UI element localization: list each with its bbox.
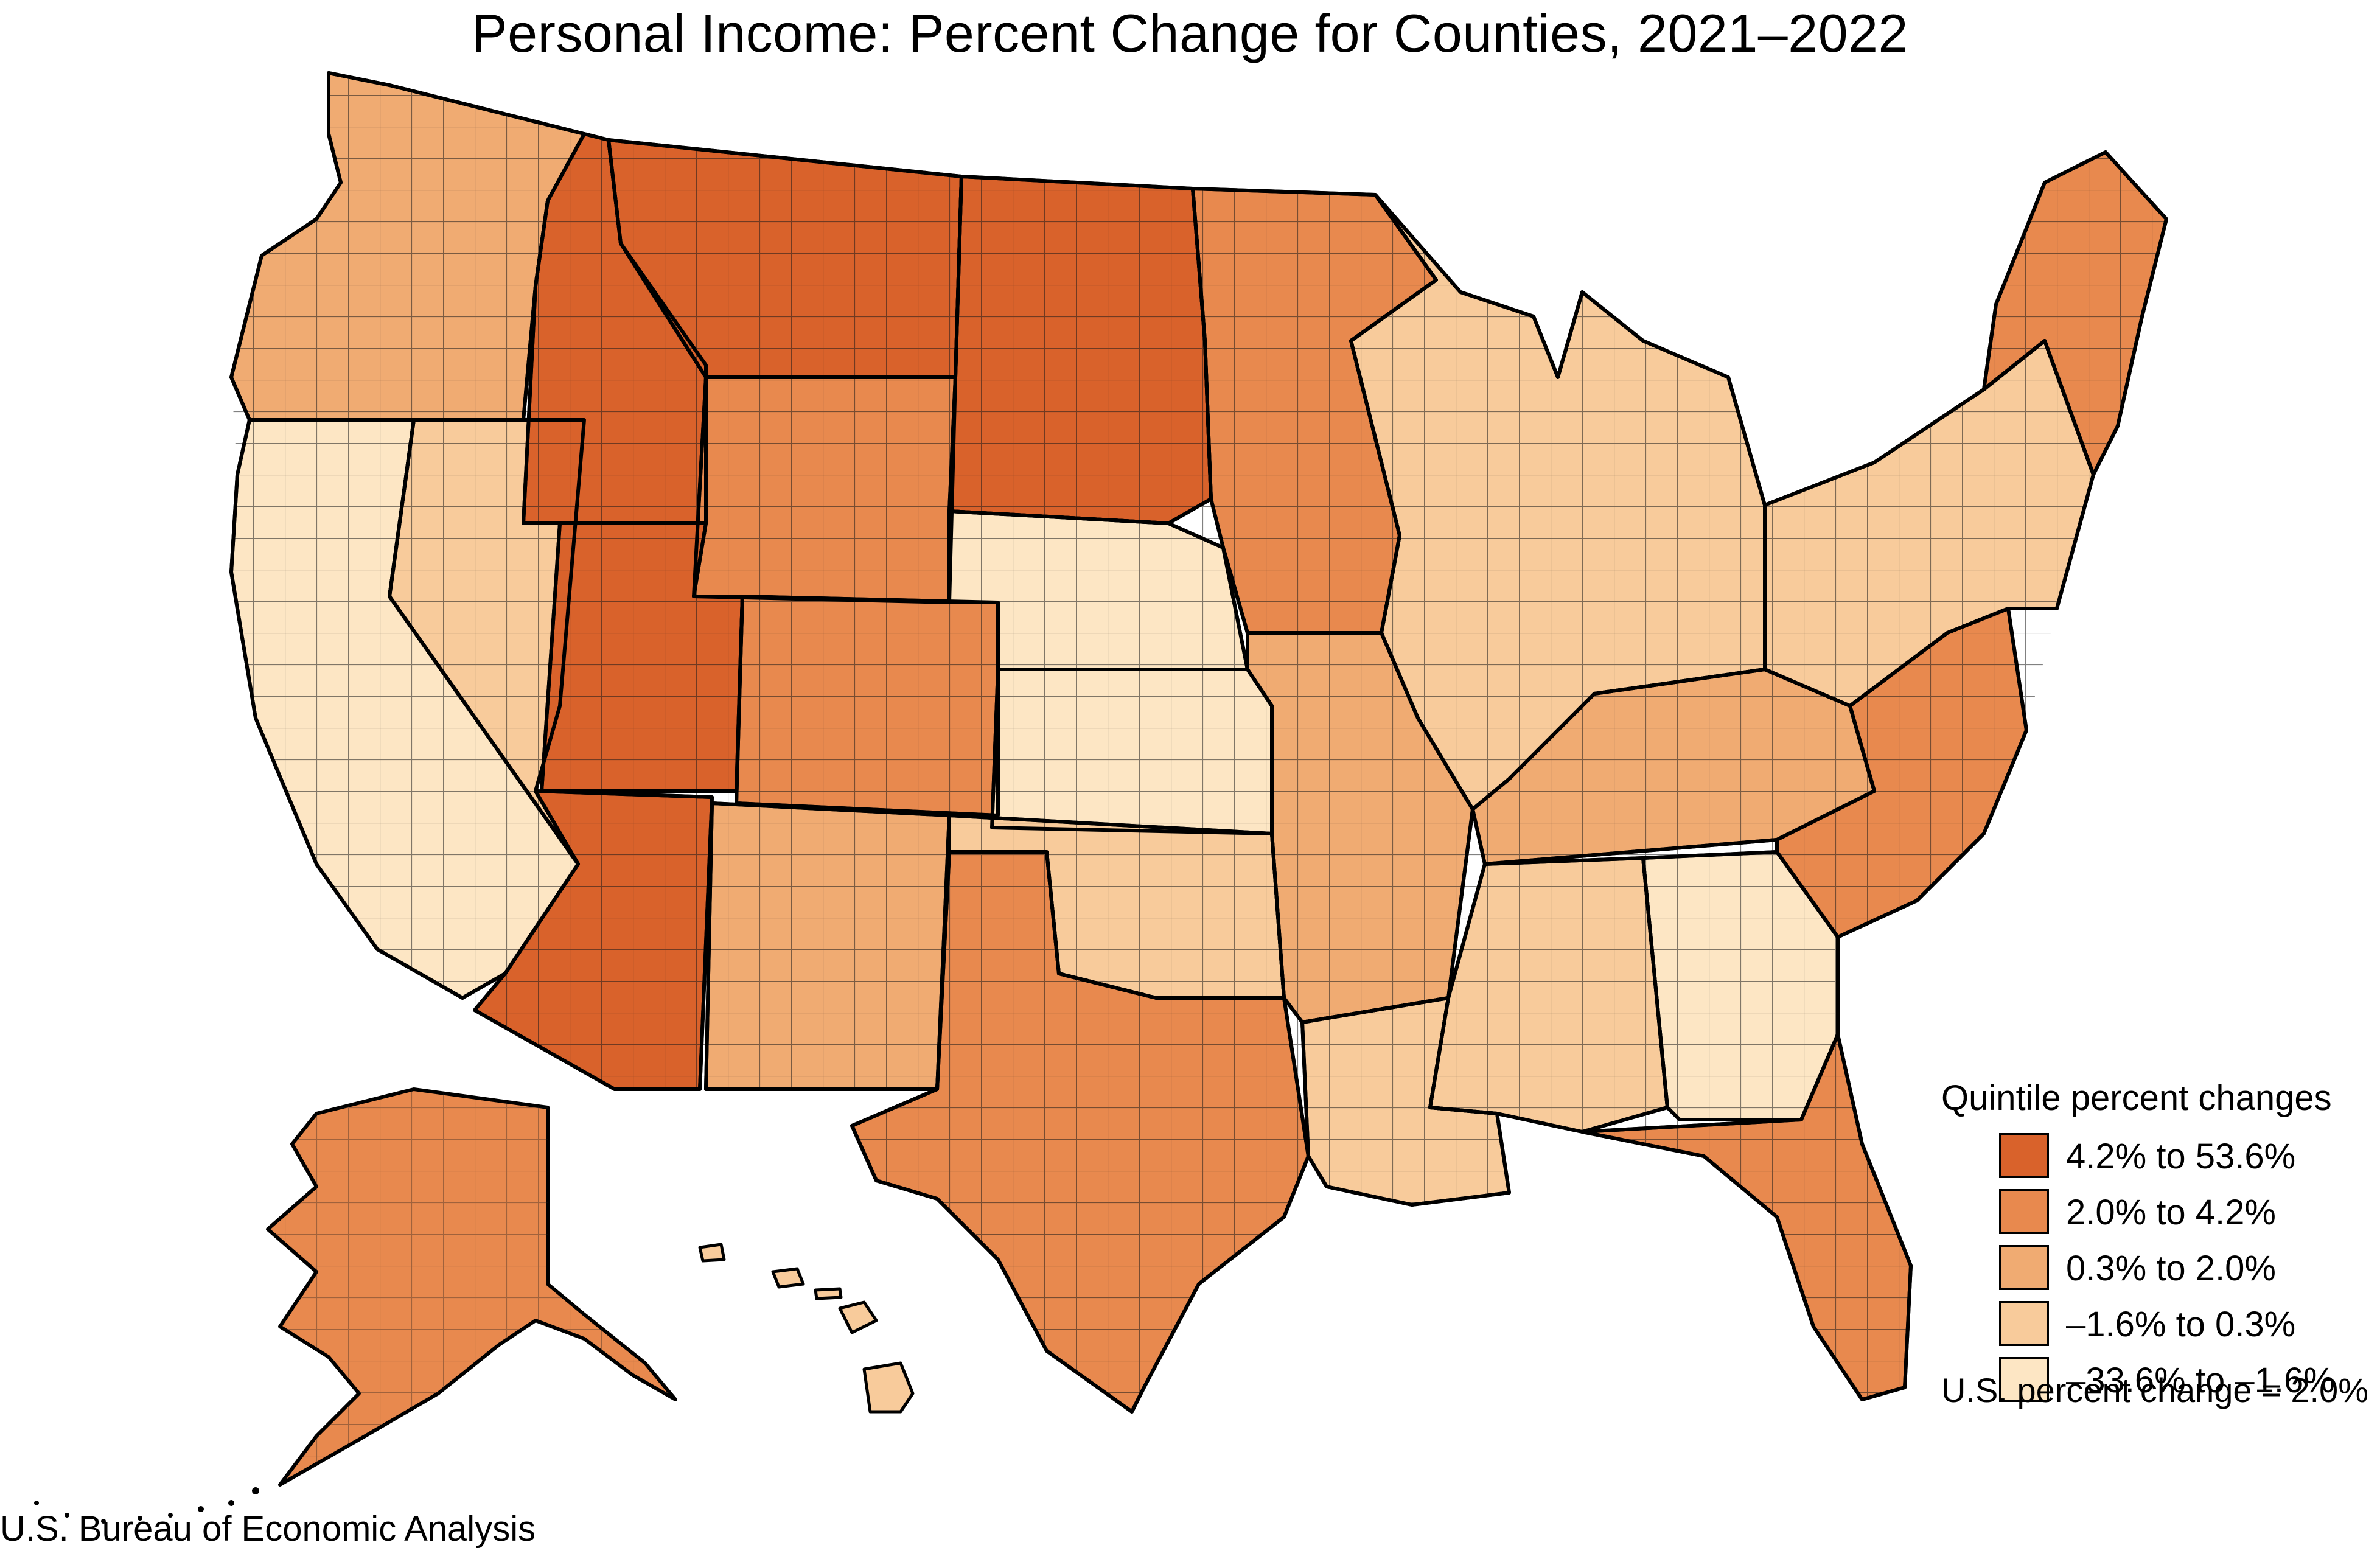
legend-swatch — [1999, 1357, 2049, 1402]
legend-item: 0.3% to 2.0% — [1941, 1245, 2367, 1301]
state-boundary — [1775, 607, 2028, 939]
legend-label: 2.0% to 4.2% — [2066, 1193, 2276, 1232]
legend-label: –1.6% to 0.3% — [2066, 1305, 2296, 1344]
map-title: Personal Income: Percent Change for Coun… — [471, 3, 1908, 63]
state-boundary — [1580, 1033, 1913, 1401]
legend-swatch — [1999, 1245, 2049, 1290]
state-boundary — [850, 850, 1310, 1414]
legend-item: –1.6% to 0.3% — [1941, 1301, 2367, 1357]
hawaii-island-kauai — [698, 1243, 726, 1263]
legend-label: 4.2% to 53.6% — [2066, 1137, 2296, 1176]
region-hawaii — [862, 1361, 915, 1414]
us-percent-change: U.S. percent change = 2.0% — [1941, 1371, 2368, 1409]
legend-title: Quintile percent changes — [1941, 1078, 2332, 1118]
legend-swatch — [1999, 1301, 2049, 1346]
state-boundary — [1982, 150, 2168, 476]
legend-label: –33.6% to –1.6% — [2066, 1361, 2335, 1400]
source-credit: U.S. Bureau of Economic Analysis — [0, 1509, 536, 1549]
legend: Quintile percent changes 4.2% to 53.6% 2… — [1941, 1077, 2367, 1413]
legend-swatch — [1999, 1133, 2049, 1178]
hawaii-island-maui — [838, 1300, 878, 1334]
legend-item: –33.6% to –1.6% — [1941, 1357, 2367, 1413]
legend-item: 4.2% to 53.6% — [1941, 1133, 2367, 1189]
hawaii-island-molokai — [814, 1287, 843, 1300]
state-boundary — [1763, 339, 2095, 708]
hawaii-island-oahu — [771, 1267, 805, 1289]
state-boundary — [735, 595, 1000, 817]
legend-swatch — [1999, 1189, 2049, 1234]
legend-label: 0.3% to 2.0% — [2066, 1249, 2276, 1288]
legend-item: 2.0% to 4.2% — [1941, 1189, 2367, 1245]
